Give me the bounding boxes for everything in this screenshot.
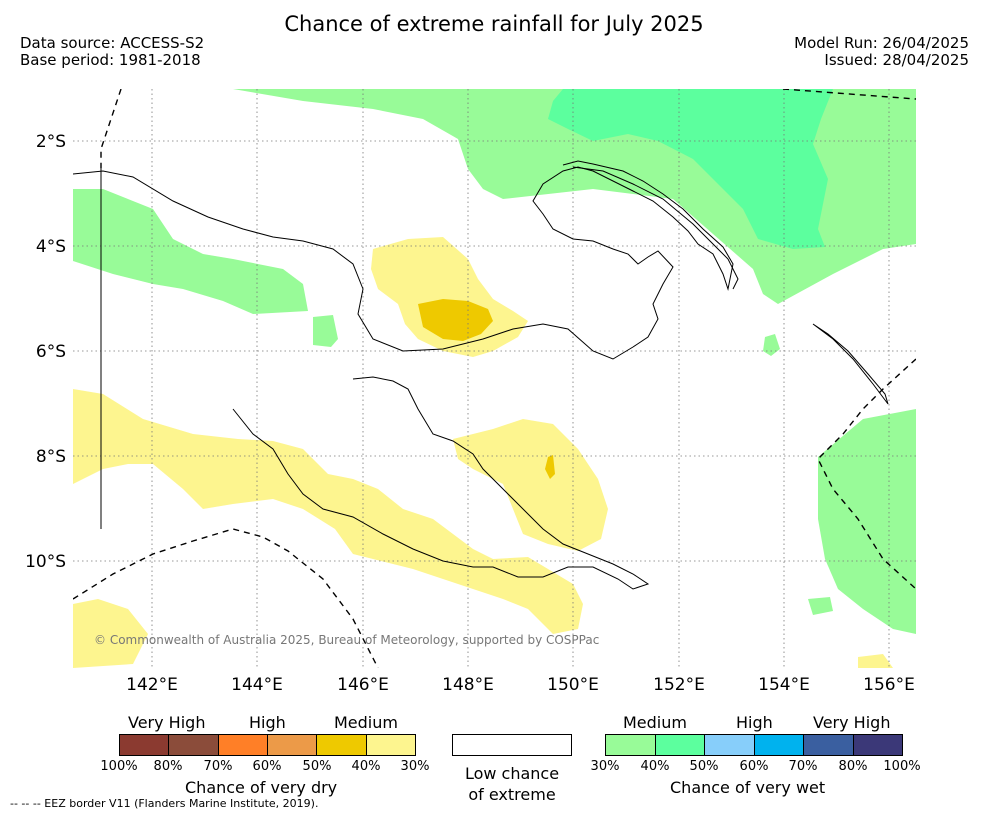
wet-tick-70: 70% [788,759,818,774]
wet-level-high: High [736,713,773,732]
neutral-swatch [452,734,572,756]
dry-tick-100: 100% [100,759,138,774]
wet-swatch-2 [655,735,705,755]
dry-swatch-2 [169,735,219,755]
dry-tick-30: 30% [400,759,430,774]
southern-coast [232,376,650,590]
lat-label-10s: 10°S [25,552,66,572]
dry-region-north-high [418,299,493,341]
lon-label-144e: 144°E [231,675,283,695]
wet-colorbar [605,734,903,756]
wet-swatch-3 [705,735,755,755]
lon-label-156e: 156°E [863,675,915,695]
lon-label-142e: 142°E [126,675,178,695]
meta-left: Data source: ACCESS-S2 Base period: 1981… [20,35,204,69]
neutral-label-line2: of extreme [468,785,556,804]
lon-label-150e: 150°E [547,675,599,695]
eez-footnote: -- -- -- EEZ border V11 (Flanders Marine… [10,797,319,810]
wet-region-small [313,315,338,347]
wet-region-south [808,597,833,615]
dry-region-far-southwest [73,599,148,668]
dry-legend-title: Chance of very dry [185,778,338,797]
lon-label-154e: 154°E [758,675,810,695]
bougainville-coast [812,323,889,405]
wet-tick-40: 40% [640,759,670,774]
wet-region-west [73,189,308,314]
wet-swatch-4 [754,735,804,755]
dry-swatch-6 [366,735,415,755]
dry-tick-60: 60% [252,759,282,774]
new-guinea-coast [73,160,734,360]
wet-tick-80: 80% [838,759,868,774]
issued-date: Issued: 28/04/2025 [824,51,969,69]
wet-region-small-2 [763,334,780,356]
base-period: Base period: 1981-2018 [20,51,201,69]
model-run: Model Run: 26/04/2025 [794,34,969,52]
lat-label-4s: 4°S [35,237,66,257]
dry-tick-50: 50% [302,759,332,774]
dry-region-southwest [73,389,583,634]
wet-tick-30: 30% [590,759,620,774]
dry-swatch-4 [267,735,318,755]
rainfall-map[interactable] [73,89,916,668]
dry-region-north [371,237,528,357]
wet-swatch-5 [804,735,854,755]
dry-level-high: High [249,713,286,732]
dry-level-very-high: Very High [128,713,206,732]
copyright-notice: © Commonwealth of Australia 2025, Bureau… [94,633,600,647]
dry-region-east-high [545,455,555,479]
wet-swatch-6 [853,735,902,755]
wet-tick-60: 60% [739,759,769,774]
coastlines [73,160,889,590]
new-britain-coast [572,166,739,290]
dry-colorbar [119,734,416,756]
dry-swatch-5 [317,735,367,755]
lon-label-152e: 152°E [653,675,705,695]
wet-swatch-1 [606,735,656,755]
dry-tick-40: 40% [351,759,381,774]
lat-label-2s: 2°S [35,132,66,152]
eez-borders [73,89,916,668]
wet-level-very-high: Very High [813,713,891,732]
lon-label-148e: 148°E [442,675,494,695]
dry-region-southeast [858,654,893,668]
data-source: Data source: ACCESS-S2 [20,34,205,52]
lon-label-146e: 146°E [337,675,389,695]
neutral-label-line1: Low chance [464,764,560,783]
map-canvas [73,89,916,668]
map-title: Chance of extreme rainfall for July 2025 [284,12,704,36]
dry-tick-70: 70% [203,759,233,774]
dry-tick-80: 80% [153,759,183,774]
wet-tick-100: 100% [883,759,921,774]
wet-region-southeast [818,409,916,634]
lat-label-8s: 8°S [35,447,66,467]
meta-right: Model Run: 26/04/2025 Issued: 28/04/2025 [794,35,969,69]
dry-level-medium: Medium [334,713,398,732]
wet-level-medium: Medium [623,713,687,732]
dry-swatch-1 [120,735,170,755]
lat-label-6s: 6°S [35,342,66,362]
wet-legend-title: Chance of very wet [670,778,826,797]
wet-tick-50: 50% [689,759,719,774]
dry-swatch-3 [218,735,268,755]
dry-region-east [453,419,608,551]
wet-region-high [548,89,833,249]
